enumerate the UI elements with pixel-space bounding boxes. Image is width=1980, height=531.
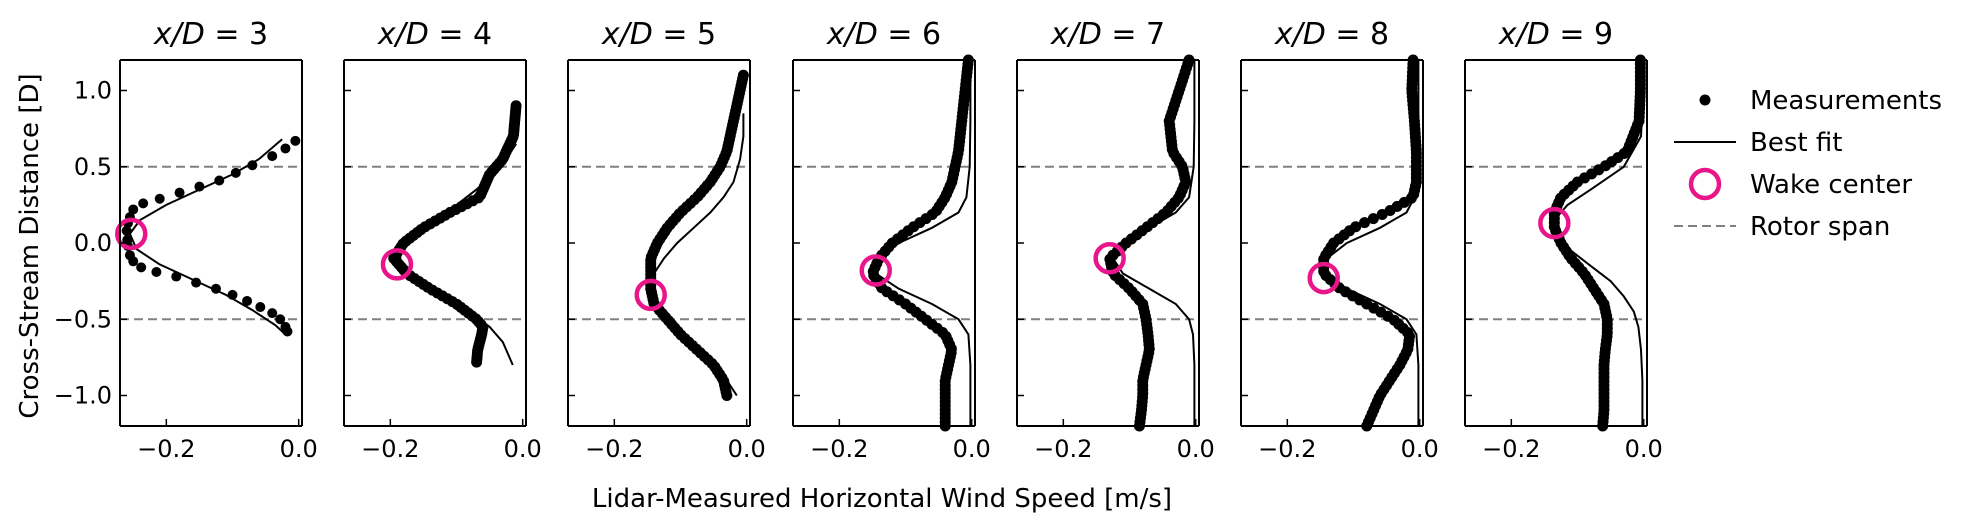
x-tick-label: 0.0 <box>280 435 318 463</box>
panel-title-var: x/D <box>601 17 653 52</box>
panel-title-var: x/D <box>377 17 429 52</box>
panel-title-eq: = <box>878 17 922 52</box>
panel-title: x/D = 6 <box>826 17 941 52</box>
measurement-point <box>282 326 293 337</box>
panels: −0.2 0.0 −1.0 −0.5 0.0 0.5 1.0 x/D = 3 −0.2 0.0 x/… <box>54 17 1663 463</box>
x-tick-label: 0.0 <box>728 435 766 463</box>
wake-center-marker <box>115 217 148 251</box>
wake-center-marker <box>634 278 667 312</box>
measurement-point <box>138 198 149 209</box>
panel-title-eq: = <box>1326 17 1370 52</box>
panel-title-value: 3 <box>249 17 268 52</box>
panel-title: x/D = 7 <box>1050 17 1165 52</box>
panel-title-var: x/D <box>1050 17 1102 52</box>
legend-center-label: Wake center <box>1750 170 1912 200</box>
panel-1: −0.2 0.0 −1.0 −0.5 0.0 0.5 1.0 x/D = 3 <box>54 17 318 463</box>
measurement-point <box>1367 213 1379 225</box>
wake-center-marker <box>1538 206 1571 240</box>
panel-title-value: 8 <box>1370 17 1389 52</box>
panel-title-eq: = <box>205 17 249 52</box>
panel-7: −0.2 0.0 x/D = 9 <box>1464 17 1663 463</box>
panel-3: −0.2 0.0 x/D = 5 <box>567 17 766 463</box>
measurement-point <box>247 160 258 171</box>
best-fit-line <box>1111 60 1196 426</box>
panel-title: x/D = 3 <box>153 17 268 52</box>
measurement-point <box>174 187 185 198</box>
x-tick-label: −0.2 <box>1482 435 1540 463</box>
best-fit-line <box>1322 60 1420 426</box>
x-tick-label: −0.2 <box>1034 435 1092 463</box>
panel-6: −0.2 0.0 x/D = 8 <box>1240 17 1439 463</box>
measurement-point <box>242 295 253 306</box>
x-tick-label: −0.2 <box>810 435 868 463</box>
panel-4: −0.2 0.0 x/D = 6 <box>792 17 991 463</box>
panel-title-eq: = <box>1550 17 1594 52</box>
measurement-point <box>154 193 165 204</box>
measurement-point <box>275 314 286 325</box>
wake-center-marker <box>859 254 892 287</box>
wake-center-marker <box>380 248 414 281</box>
x-tick-label: 0.0 <box>504 435 542 463</box>
x-tick-label: −0.2 <box>1258 435 1316 463</box>
panel-title-var: x/D <box>1274 17 1326 52</box>
legend-measurements-label: Measurements <box>1750 86 1942 116</box>
measurement-point <box>136 262 147 273</box>
measurement-point <box>721 390 733 401</box>
y-tick-label: −0.5 <box>54 305 112 333</box>
wake-center-marker <box>1307 261 1340 295</box>
panel-title-value: 9 <box>1594 17 1613 52</box>
panel-title-value: 4 <box>473 17 492 52</box>
y-tick-label: 0.5 <box>74 153 112 181</box>
panel-title-eq: = <box>653 17 697 52</box>
x-tick-label: −0.2 <box>137 435 195 463</box>
wake-center-marker <box>1093 242 1126 275</box>
panel-5: −0.2 0.0 x/D = 7 <box>1016 17 1215 463</box>
x-tick-label: 0.0 <box>953 435 991 463</box>
panel-title-value: 7 <box>1146 17 1165 52</box>
x-axis-label: Lidar-Measured Horizontal Wind Speed [m/… <box>592 484 1172 514</box>
panel-title-eq: = <box>429 17 473 52</box>
panel-title-var: x/D <box>153 17 205 52</box>
x-tick-label: −0.2 <box>361 435 419 463</box>
x-tick-label: 0.0 <box>1401 435 1439 463</box>
x-tick-label: 0.0 <box>1625 435 1663 463</box>
panel-title: x/D = 9 <box>1498 17 1613 52</box>
measurement-point <box>1376 209 1388 221</box>
legend: Measurements Best fit Wake center Rotor … <box>1674 86 1942 242</box>
measurement-point <box>280 143 291 154</box>
y-tick-label: 0.0 <box>74 229 112 257</box>
measurement-point <box>1359 217 1371 229</box>
legend-center-marker <box>1688 167 1722 201</box>
measurement-point <box>255 302 266 313</box>
panel-title: x/D = 5 <box>601 17 716 52</box>
panel-title-value: 6 <box>922 17 941 52</box>
measurement-point <box>151 266 162 277</box>
y-tick-label: 1.0 <box>74 77 112 105</box>
panel-title-var: x/D <box>1498 17 1550 52</box>
y-tick-label: −1.0 <box>54 382 112 410</box>
panel-title-eq: = <box>1102 17 1146 52</box>
measurement-point <box>267 151 278 162</box>
measurement-point <box>471 356 483 368</box>
y-axis-label: Cross-Stream Distance [D] <box>15 73 45 418</box>
legend-fit-label: Best fit <box>1750 128 1842 158</box>
measurement-point <box>290 135 301 146</box>
best-fit-line <box>128 138 287 336</box>
best-fit-line <box>649 113 745 397</box>
best-fit-line <box>399 143 517 366</box>
panel-title: x/D = 4 <box>377 17 492 52</box>
panel-title: x/D = 8 <box>1274 17 1389 52</box>
panel-title-var: x/D <box>826 17 878 52</box>
legend-rotor-label: Rotor span <box>1750 212 1890 242</box>
panel-2: −0.2 0.0 x/D = 4 <box>343 17 542 463</box>
x-tick-label: −0.2 <box>585 435 643 463</box>
x-tick-label: 0.0 <box>1177 435 1215 463</box>
measurement-point <box>128 204 139 215</box>
legend-measurements-marker <box>1699 94 1711 106</box>
best-fit-line <box>1553 60 1644 426</box>
measurement-point <box>128 256 139 267</box>
measurement-point <box>267 308 278 319</box>
panel-title-value: 5 <box>697 17 716 52</box>
